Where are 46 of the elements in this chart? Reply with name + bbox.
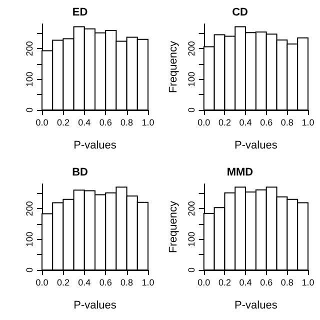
x-tick-label: 0.0 [198, 278, 210, 288]
y-tick-label: 200 [186, 201, 196, 216]
x-tick-label: 0.4 [78, 118, 91, 128]
chart-title: BD [72, 166, 88, 178]
chart-title: CD [232, 6, 248, 18]
x-tick-label: 0.2 [56, 118, 70, 128]
x-tick-label: 0.2 [56, 278, 70, 288]
x-tick-label: 0.6 [99, 118, 112, 128]
y-tick-label: 0 [186, 267, 196, 273]
x-tick-label: 1.0 [142, 278, 154, 288]
chart-title: ED [72, 6, 88, 18]
y-tick-label: 0 [24, 107, 34, 113]
y-tick-label: 100 [24, 232, 34, 247]
y-tick-label: 100 [186, 72, 196, 87]
x-tick-label: 0.4 [78, 278, 91, 288]
x-tick-label: 0.2 [218, 118, 231, 128]
x-axis-title: P-values [234, 140, 278, 152]
x-tick-label: 0.8 [280, 118, 294, 128]
x-tick-label: 1.0 [302, 118, 314, 128]
chart-title: MMD [226, 166, 254, 178]
x-tick-label: 1.0 [302, 278, 314, 288]
y-axis-title: Frequency [168, 40, 180, 93]
x-tick-label: 0.8 [280, 278, 294, 288]
x-tick-label: 1.0 [142, 118, 154, 128]
y-tick-label: 200 [24, 201, 34, 216]
x-axis-title: P-values [234, 300, 278, 312]
x-tick-label: 0.8 [120, 118, 134, 128]
x-tick-label: 0.6 [260, 118, 273, 128]
y-tick-label: 0 [186, 107, 196, 113]
x-tick-label: 0.2 [218, 278, 231, 288]
y-tick-label: 0 [24, 267, 34, 273]
y-axis-title: Frequency [168, 200, 180, 253]
y-tick-label: 200 [186, 41, 196, 56]
x-tick-label: 0.6 [99, 278, 112, 288]
x-tick-label: 0.0 [36, 118, 48, 128]
y-tick-label: 100 [24, 72, 34, 87]
y-tick-label: 100 [186, 232, 196, 247]
x-tick-label: 0.0 [36, 278, 48, 288]
x-axis-title: P-values [74, 140, 117, 152]
x-tick-label: 0.0 [198, 118, 210, 128]
y-tick-label: 200 [24, 41, 34, 56]
x-tick-label: 0.6 [260, 278, 273, 288]
x-tick-label: 0.4 [239, 118, 252, 128]
x-tick-label: 0.4 [239, 278, 252, 288]
x-axis-title: P-values [74, 300, 117, 312]
x-tick-label: 0.8 [120, 278, 134, 288]
